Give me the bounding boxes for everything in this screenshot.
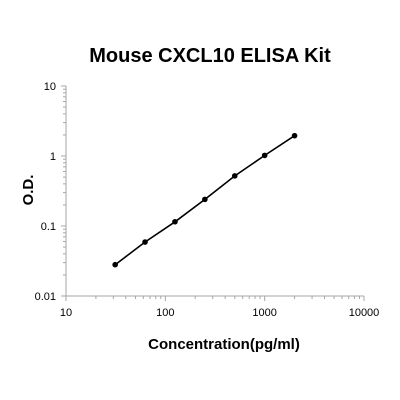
data-point [172,218,178,225]
x-tick-label: 10000 [349,307,380,319]
y-tick-label: 0.01 [35,291,56,303]
data-point [261,152,268,159]
plot-area: 0.01 0.1 1 10 10 100 1000 10000 [35,81,380,319]
x-axis-label: Concentration(pg/ml) [148,336,300,353]
x-tick-label: 10 [60,307,72,319]
x-tick-label: 100 [156,307,174,319]
data-point [112,261,118,268]
data-point [291,132,298,139]
y-axis-label: O.D. [20,175,37,206]
data-point [142,239,148,245]
chart-title: Mouse CXCL10 ELISA Kit [89,45,331,67]
y-tick-label: 1 [50,151,56,163]
x-tick-label: 1000 [252,307,276,319]
data-point [202,196,208,203]
y-tick-label: 10 [44,81,56,93]
y-tick-label: 0.1 [41,221,56,233]
data-point [231,173,238,179]
